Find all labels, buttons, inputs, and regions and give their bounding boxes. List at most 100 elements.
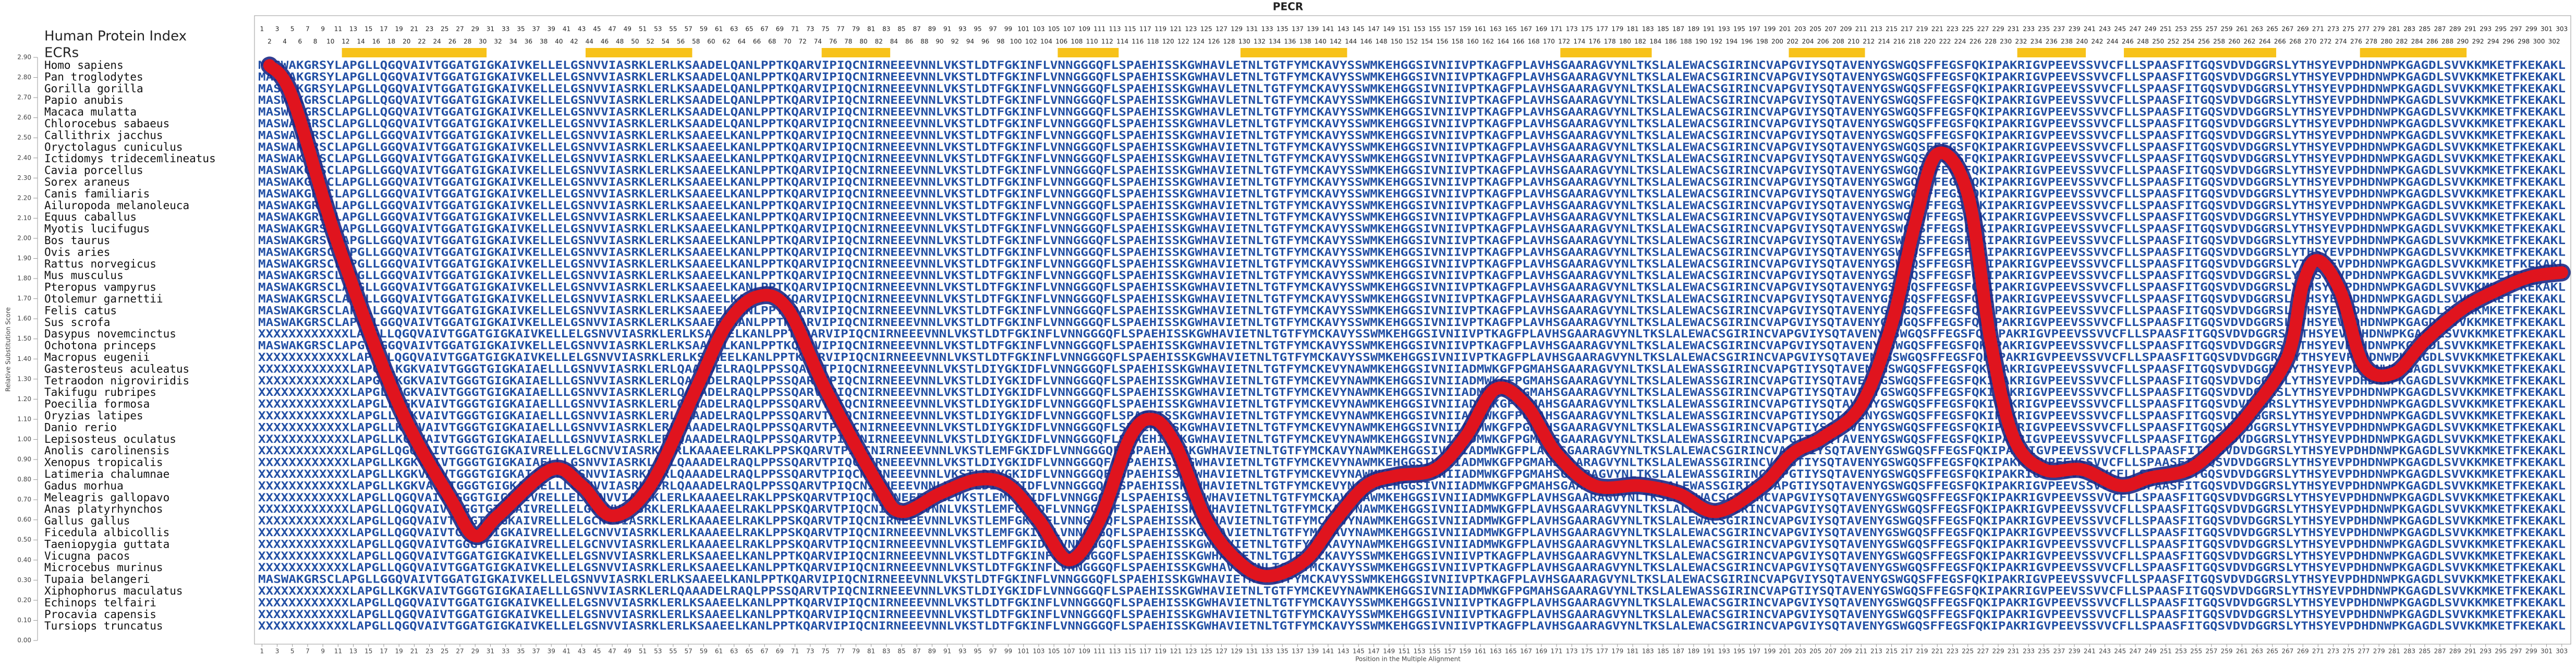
index-label: 144 [1345,38,1357,45]
x-tick-label: 277 [2358,648,2370,655]
index-label: 87 [913,26,921,33]
index-label: 34 [509,38,517,45]
x-axis-label: Position in the Multiple Alignment [1355,656,1461,663]
sequence: MASWAKGRSYLAPGLLQGQVAIVTGGATGIGKAIVKELLE… [258,70,2566,83]
index-label: 260 [2228,38,2240,45]
index-label: 202 [1787,38,1799,45]
index-label: 116 [1132,38,1144,45]
x-tick-label: 21 [410,648,418,655]
index-label: 271 [2312,26,2324,33]
index-label: 6 [298,38,302,45]
y-tick-label: 2.30 [17,174,31,182]
index-label: 233 [2023,26,2035,33]
x-tick-label: 271 [2312,648,2324,655]
index-label: 136 [1284,38,1296,45]
index-label: 299 [2525,26,2537,33]
x-tick-label: 173 [1566,648,1578,655]
index-label: 232 [2015,38,2027,45]
index-label: 57 [684,26,692,33]
index-label: 84 [890,38,898,45]
index-label: 56 [677,38,685,45]
index-label: 93 [958,26,966,33]
sequence: MASWAKGRSCLAPGLLGGQVAIVTGGATGIGKAIVKELLE… [258,164,2566,177]
x-tick-label: 235 [2038,648,2050,655]
sequence: XXXXXXXXXXXXLAPGLLQGQVAIVTGGATGIGKAIVKEL… [258,351,2566,364]
index-label: 243 [2099,26,2111,33]
x-tick-label: 175 [1581,648,1593,655]
index-label: 119 [1155,26,1167,33]
x-tick-label: 95 [974,648,981,655]
index-label: 139 [1307,26,1319,33]
x-tick-label: 167 [1520,648,1532,655]
species-name: Vicugna pacos [44,550,130,562]
x-tick-label: 51 [639,648,647,655]
x-tick-label: 239 [2069,648,2081,655]
index-label: 108 [1071,38,1083,45]
index-label: 205 [1809,26,1821,33]
species-name: Gallus gallus [44,515,130,527]
x-tick-label: 205 [1809,648,1821,655]
index-label: 24 [433,38,441,45]
x-tick-label: 215 [1886,648,1898,655]
index-label: 256 [2198,38,2210,45]
index-label: 291 [2464,26,2476,33]
species-name: Dasypus novemcinctus [44,328,176,340]
sequence: MASWAKGRSCLAPGLLGGQVAIVTGGATGIGKAIVKELLE… [258,269,2566,282]
sequence: XXXXXXXXXXXXLAPGLLKGKVAIVTGGGTGIGKAIAELL… [258,374,2566,387]
index-label: 297 [2510,26,2522,33]
index-label: 7 [306,26,310,33]
species-name: Canis familiaris [44,187,150,200]
sequence: XXXXXXXXXXXXLAPGLLQGQVAIVTGGATGIGKAIVKEL… [258,596,2566,609]
index-label: 64 [738,38,746,45]
x-tick-label: 79 [852,648,860,655]
sequence: MASWAKGRSCLAPGLLGGQVAIVTGGATGIGKAIVKELLE… [258,223,2566,235]
index-label: 264 [2259,38,2271,45]
x-tick-label: 261 [2236,648,2248,655]
index-label: 152 [1406,38,1418,45]
x-tick-label: 165 [1505,648,1517,655]
index-label: 263 [2251,26,2263,33]
index-label: 2 [268,38,272,45]
index-label: 150 [1391,38,1403,45]
index-label: 146 [1360,38,1372,45]
sequence: XXXXXXXXXXXXLAPGLLQGQVAIVTGGGTGIGKAIVREL… [258,515,2566,527]
species-name: Tetraodon nigroviridis [44,374,189,387]
x-tick-label: 185 [1657,648,1669,655]
index-label: 66 [753,38,761,45]
index-label: 137 [1292,26,1304,33]
species-name: Ficedula albicollis [44,526,169,539]
sequence: MASWAKGRSCLAPGLLGGQVAIVTGGATGIGKAIVKELLE… [258,340,2566,352]
index-label: 184 [1649,38,1661,45]
x-tick-label: 161 [1474,648,1486,655]
x-tick-label: 7 [306,648,310,655]
x-tick-label: 221 [1931,648,1943,655]
x-tick-label: 245 [2114,648,2126,655]
index-label: 235 [2038,26,2050,33]
sequence: MASWAKGRSCLAPGLLGGQVAIVTGGATGIGKAIVKELLE… [258,258,2566,270]
index-label: 67 [761,26,769,33]
index-label: 213 [1870,26,1882,33]
index-label: 210 [1848,38,1860,45]
index-label: 9 [321,26,325,33]
index-label: 91 [943,26,951,33]
index-label: 117 [1139,26,1151,33]
x-tick-label: 41 [563,648,570,655]
index-label: 104 [1040,38,1052,45]
chart-title: PECR [1273,1,1303,13]
index-label: 127 [1216,26,1228,33]
sequence: XXXXXXXXXXXXLAPGLLQGQVAIVTGGATGIGKAIVKEL… [258,328,2566,340]
index-label: 170 [1543,38,1555,45]
sequence: MASWAKGRSCLAPGLLGGQVAIVTGGATGIGKAIVKELLE… [258,141,2566,153]
index-label: 147 [1368,26,1380,33]
y-tick-label: 0.60 [17,516,31,523]
species-name: Homo sapiens [44,59,124,71]
index-label: 181 [1627,26,1639,33]
index-label: 106 [1055,38,1067,45]
index-label: 72 [799,38,807,45]
index-label: 11 [334,26,342,33]
sequence: MASWAKGRSCLAPGLLGGQVAIVTGGATGIGKAIVKELLE… [258,187,2566,200]
sequence: XXXXXXXXXXXXLAPGLLKGKVAIVTGGGTGIGKAIAELL… [258,421,2566,433]
x-tick-label: 189 [1687,648,1699,655]
x-tick-label: 81 [867,648,875,655]
species-name: Latimeria chalumnae [44,468,169,480]
